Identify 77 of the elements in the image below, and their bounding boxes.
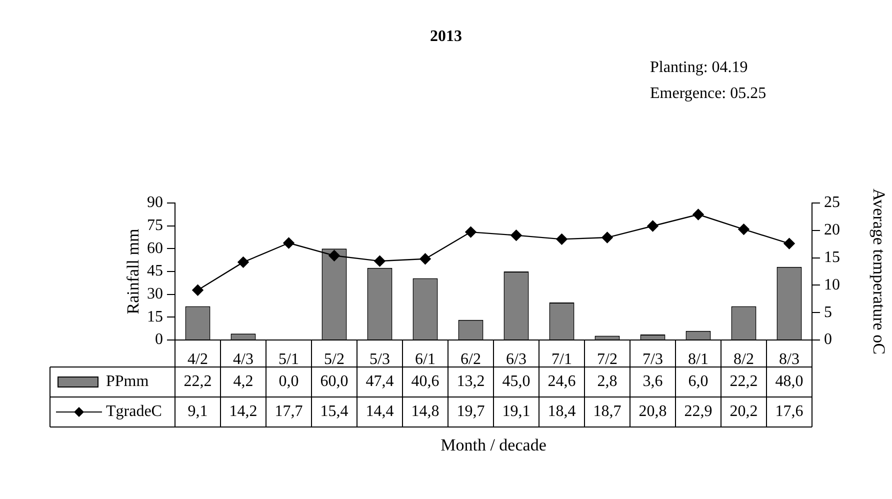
y-tick-label: 45	[147, 262, 163, 280]
x-tick-label: 7/2	[597, 350, 618, 368]
data-label: 14,8	[411, 403, 440, 420]
y-tick-label: 90	[147, 194, 163, 212]
x-tick-label: 5/1	[278, 350, 299, 368]
x-tick-label: 8/1	[688, 350, 708, 368]
x-tick-label: 7/3	[642, 350, 663, 368]
data-label: 2,8	[597, 373, 618, 390]
data-label: 18,7	[593, 403, 622, 420]
point	[784, 238, 795, 250]
point	[510, 230, 522, 241]
y2-tick-label: 10	[824, 276, 840, 294]
legend-label: TgradeC	[106, 403, 162, 420]
data-label: 22,2	[730, 373, 758, 390]
data-label: 14,2	[229, 403, 258, 420]
point	[602, 232, 613, 244]
x-tick-label: 4/3	[233, 350, 254, 368]
y2-tick-label: 5	[824, 304, 832, 321]
x-tick-label: 8/2	[734, 350, 754, 368]
y2-axis-title: Average temperature oC	[869, 188, 888, 354]
data-label: 19,7	[456, 403, 485, 420]
point	[238, 256, 249, 268]
data-label: 9,1	[188, 403, 208, 420]
y2-tick-label: 15	[824, 249, 840, 266]
data-label: 22,9	[684, 403, 712, 420]
data-label: 15,4	[320, 403, 348, 420]
data-label: 3,6	[642, 373, 663, 390]
y2-tick-label: 0	[824, 331, 832, 348]
data-label: 14,4	[366, 403, 394, 420]
point	[465, 226, 476, 238]
point	[328, 250, 340, 262]
x-tick-label: 8/3	[779, 350, 800, 368]
data-label: 13,2	[456, 373, 485, 390]
x-tick-label: 6/2	[460, 350, 481, 368]
text: Planting: 04.19	[650, 58, 749, 78]
data-label: 45,0	[502, 373, 530, 390]
y-tick-label: 0	[155, 331, 163, 348]
data-label: 20,2	[730, 403, 758, 420]
y-tick-label: 75	[147, 217, 163, 234]
x-tick-label: 5/2	[324, 350, 344, 368]
y2-tick-label: 25	[824, 194, 840, 212]
x-tick-label: 6/3	[506, 350, 526, 368]
y-tick-label: 30	[147, 286, 163, 303]
point	[738, 224, 750, 235]
data-label: 0,0	[278, 373, 299, 390]
data-label: 17,7	[274, 403, 303, 420]
data-label: 24,6	[548, 373, 576, 390]
legend-label: PPmm	[106, 373, 150, 390]
x-tick-label: 6/1	[415, 350, 436, 368]
data-label: 17,6	[775, 403, 804, 420]
point	[692, 208, 704, 220]
x-axis-title: Month / decade	[440, 435, 546, 454]
point	[374, 255, 386, 267]
x-tick-label: 7/1	[552, 350, 572, 368]
x-tick-label: 4/2	[188, 350, 208, 368]
point	[283, 237, 294, 249]
point	[647, 220, 658, 232]
text: Emergence: 05.25	[650, 84, 766, 104]
data-label: 20,8	[638, 403, 667, 420]
point	[420, 253, 431, 264]
y-tick-label: 60	[147, 240, 163, 257]
y2-tick-label: 20	[824, 222, 840, 239]
data-label: 19,1	[502, 403, 530, 420]
y-axis-title: Rainfall mm	[124, 228, 143, 314]
point	[556, 234, 568, 245]
x-tick-label: 5/3	[370, 350, 390, 368]
chart-title: 2013	[429, 28, 463, 46]
data-label: 18,4	[548, 403, 576, 420]
data-label: 40,6	[411, 373, 440, 390]
data-label: 48,0	[775, 373, 804, 390]
point	[192, 284, 204, 296]
data-label: 4,2	[233, 373, 254, 390]
data-label: 60,0	[320, 373, 348, 390]
y-tick-label: 15	[147, 308, 163, 326]
data-label: 6,0	[688, 373, 708, 390]
data-label: 47,4	[366, 373, 394, 390]
data-label: 22,2	[184, 373, 212, 390]
